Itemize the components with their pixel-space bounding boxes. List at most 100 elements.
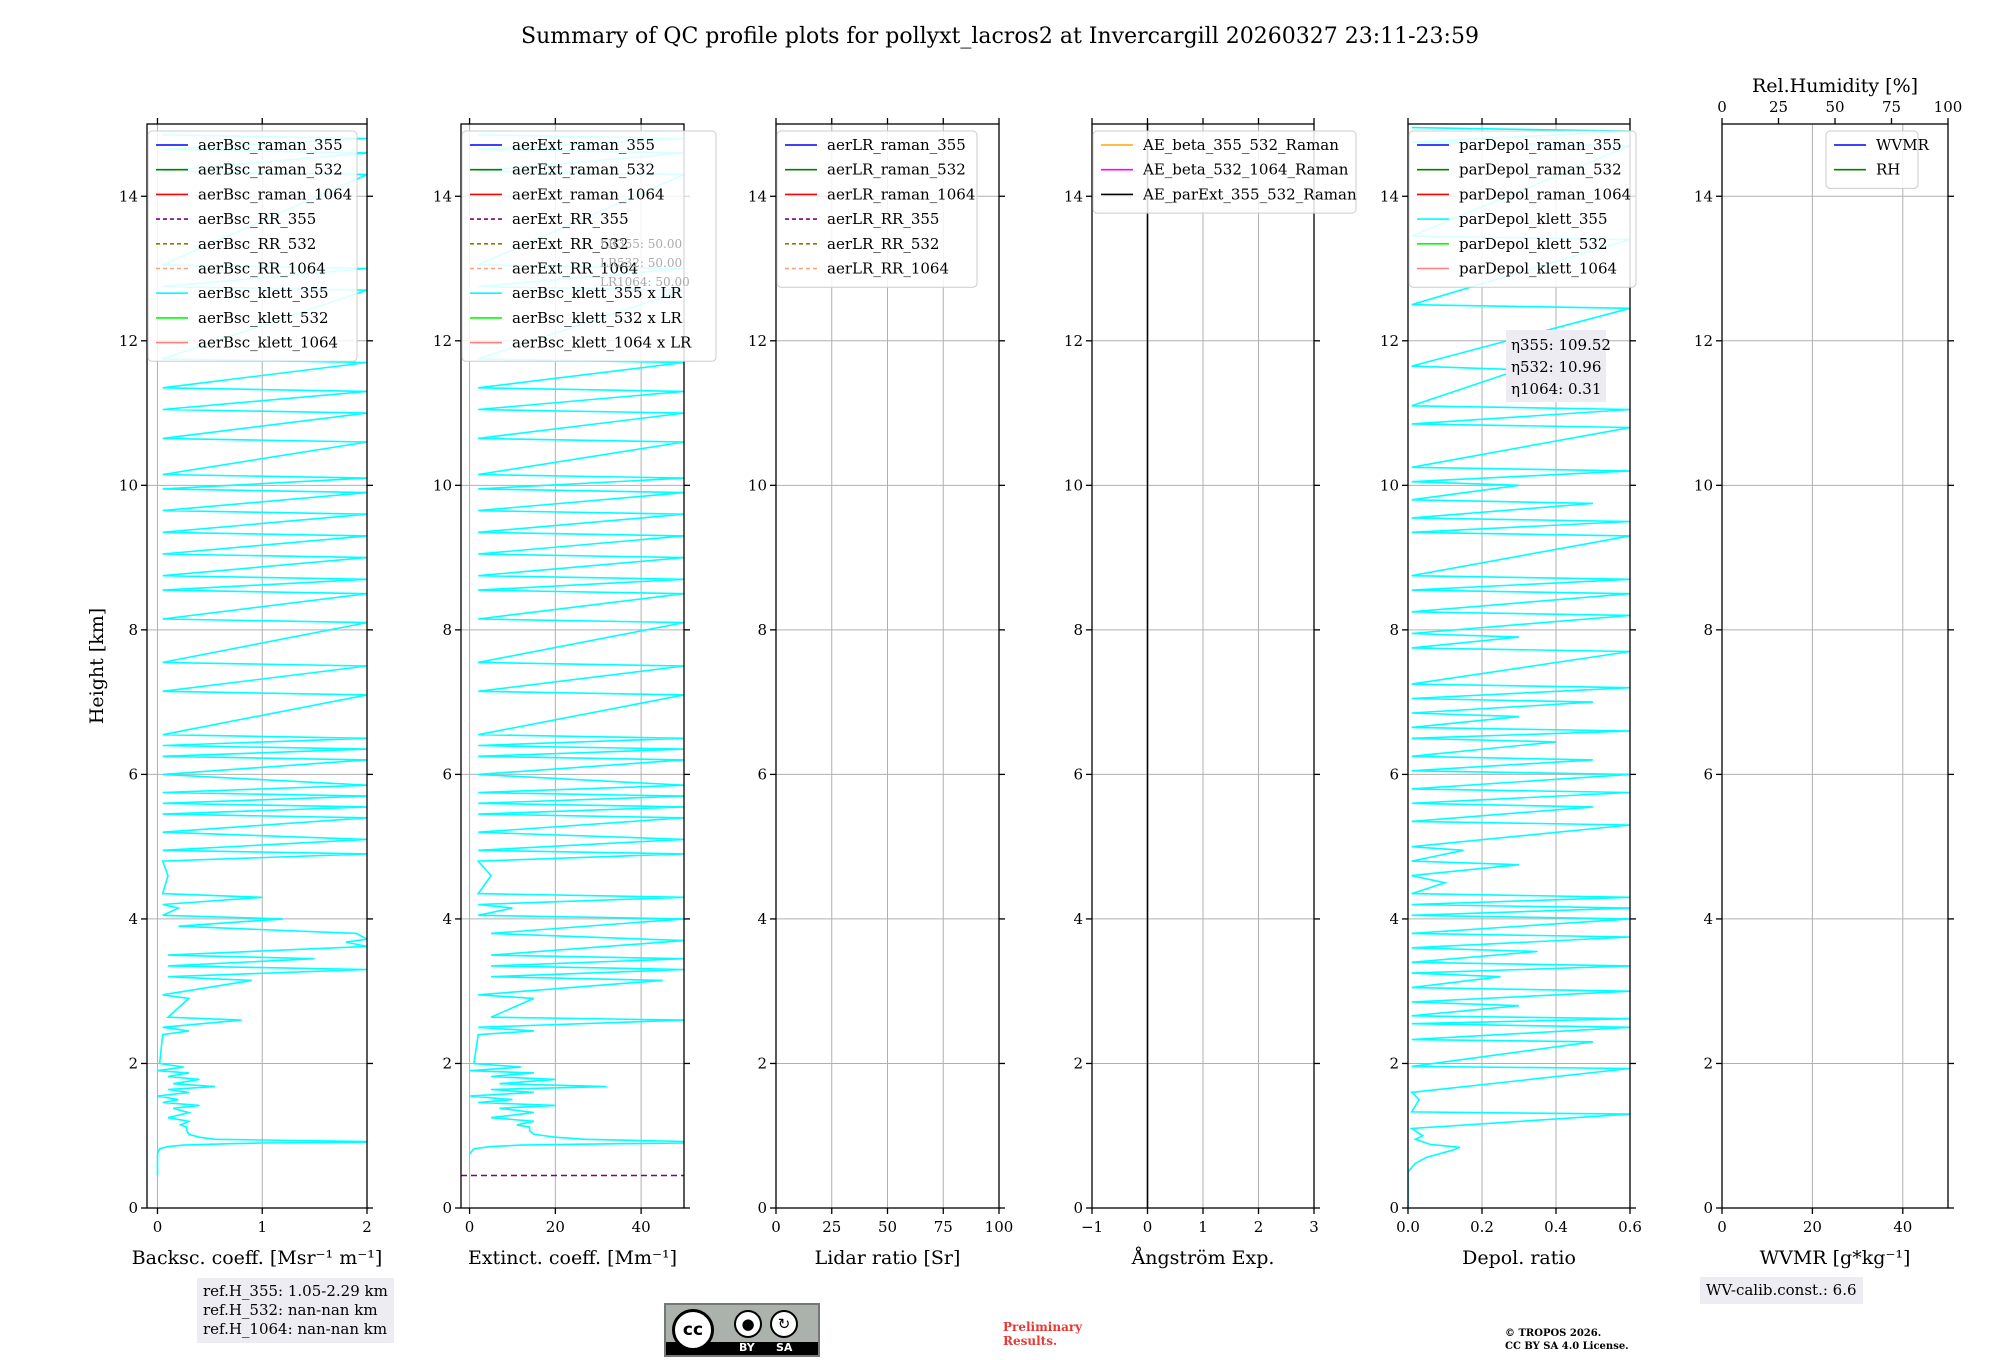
y-tick-label: 10	[1694, 476, 1713, 494]
x-tick-label: 0	[465, 1218, 475, 1236]
x-tick-label: 2	[362, 1218, 372, 1236]
x-tick-label: −1	[1081, 1218, 1103, 1236]
legend-label: aerLR_RR_532	[827, 235, 939, 253]
eta-label: η532: 10.96	[1511, 358, 1601, 376]
x-tick-label: 1	[257, 1218, 267, 1236]
y-tick-label: 2	[757, 1054, 767, 1072]
figure-title: Summary of QC profile plots for pollyxt_…	[521, 24, 1479, 49]
y-tick-label: 14	[1380, 187, 1399, 205]
legend-label: aerBsc_RR_1064	[198, 260, 326, 278]
axes-frame	[1721, 123, 1949, 1209]
legend-label: aerExt_RR_532	[512, 235, 629, 253]
y-tick-label: 0	[1073, 1199, 1083, 1217]
y-tick-label: 14	[748, 187, 767, 205]
ref-height-532: ref.H_532: nan-nan km	[203, 1301, 378, 1319]
legend-label: AE_parExt_355_532_Raman	[1142, 185, 1357, 203]
y-tick-label: 6	[1389, 765, 1399, 783]
y-tick-label: 10	[1064, 476, 1083, 494]
y-tick-label: 4	[1073, 910, 1083, 928]
y-tick-label: 10	[1380, 476, 1399, 494]
x-axis-label: Depol. ratio	[1462, 1247, 1576, 1269]
y-tick-label: 4	[1703, 910, 1713, 928]
x-axis-label: WVMR [g*kg⁻¹]	[1760, 1247, 1911, 1269]
legend-label: aerExt_raman_532	[512, 161, 655, 179]
ref-height-355: ref.H_355: 1.05-2.29 km	[203, 1282, 388, 1300]
axes-frame	[460, 123, 685, 1209]
x-tick-label: 3	[1309, 1218, 1319, 1236]
legend-box	[461, 130, 717, 362]
y-tick-label: 12	[1380, 332, 1399, 350]
legend-label: aerBsc_RR_355	[198, 210, 316, 228]
legend-label: aerLR_raman_1064	[827, 185, 975, 203]
y-tick-label: 0	[757, 1199, 767, 1217]
legend-label: RH	[1876, 161, 1900, 179]
panel-lr: 0 25 50 75 100 0 2 4 6 8 10 12 14 Lidar ratio [Sr] aer…	[748, 118, 1013, 1269]
x-tick-label: 0.0	[1396, 1218, 1420, 1236]
legend: aerExt_raman_355 aerExt_raman_532 aerExt_r…	[461, 130, 717, 362]
legend: AE_beta_355_532_Raman AE_beta_532_1064_Ra…	[1092, 130, 1357, 214]
legend-label: parDepol_raman_1064	[1459, 185, 1631, 203]
y-tick-label: 8	[128, 621, 138, 639]
legend-label: aerBsc_klett_1064 x LR	[512, 334, 692, 352]
y-tick-label: 4	[757, 910, 767, 928]
legend-box	[1092, 130, 1357, 214]
y-tick-label: 12	[433, 332, 452, 350]
y-tick-label: 0	[442, 1199, 452, 1217]
y-tick-label: 4	[1389, 910, 1399, 928]
ref-heights-box: ref.H_355: 1.05-2.29 km ref.H_532: nan-n…	[197, 1278, 394, 1343]
y-tick-label: 12	[1064, 332, 1083, 350]
preliminary-note: Preliminary Results.	[1003, 1320, 1082, 1348]
axes-frame	[146, 123, 368, 1209]
y-axis-label: Height [km]	[86, 608, 108, 724]
x-tick-label: 25	[822, 1218, 841, 1236]
legend-label: aerLR_raman_355	[827, 136, 966, 154]
y-tick-label: 2	[128, 1054, 138, 1072]
legend-label: AE_beta_532_1064_Raman	[1142, 161, 1349, 179]
y-tick-label: 8	[757, 621, 767, 639]
cc-by-label: BY	[739, 1341, 755, 1354]
legend: WVMR RH	[1825, 130, 1930, 189]
y-tick-label: 6	[1703, 765, 1713, 783]
preliminary-line-1: Preliminary	[1003, 1320, 1083, 1334]
y-tick-label: 14	[1064, 187, 1083, 205]
eta-label: η355: 109.52	[1511, 336, 1611, 354]
y-tick-label: 2	[1389, 1054, 1399, 1072]
x-tick-label: 1	[1198, 1218, 1208, 1236]
legend: aerLR_raman_355 aerLR_raman_532 aerLR_rama…	[776, 130, 978, 288]
y-tick-label: 4	[442, 910, 452, 928]
legend-label: aerLR_raman_532	[827, 161, 966, 179]
y-tick-label: 14	[1694, 187, 1713, 205]
legend-label: parDepol_klett_532	[1459, 235, 1608, 253]
legend-box	[1408, 130, 1637, 288]
x-tick-label: 0.2	[1470, 1218, 1494, 1236]
panel-ext: 0 20 40 0 2 4 6 8 10 12 14 Extinct. coeff. [Mm⁻¹] ae…	[433, 118, 717, 1269]
cc-logo-icon: cc	[672, 1309, 714, 1351]
legend-box	[147, 130, 358, 362]
legend-label: aerExt_raman_355	[512, 136, 655, 154]
y-tick-label: 8	[1703, 621, 1713, 639]
legend-label: aerBsc_klett_532 x LR	[512, 309, 683, 327]
x-tick-label: 20	[546, 1218, 565, 1236]
legend-label: aerBsc_raman_1064	[198, 185, 352, 203]
copyright-line-1: © TROPOS 2026.	[1505, 1328, 1602, 1339]
x-tick-label: 100	[985, 1218, 1014, 1236]
x-tick-label: 2	[1254, 1218, 1264, 1236]
x-tick-label: 75	[934, 1218, 953, 1236]
top-x-tick-label: 100	[1934, 98, 1963, 116]
legend-label: aerExt_RR_1064	[512, 260, 638, 278]
x-axis-label: Lidar ratio [Sr]	[815, 1247, 961, 1269]
legend-label: aerBsc_klett_355	[198, 284, 329, 302]
y-tick-label: 10	[119, 476, 138, 494]
legend-label: parDepol_klett_355	[1459, 210, 1608, 228]
cc-sa-label: SA	[776, 1341, 793, 1354]
wv-calibration-box: WV-calib.const.: 6.6	[1700, 1277, 1863, 1304]
legend-label: aerBsc_klett_355 x LR	[512, 284, 683, 302]
legend-box	[776, 130, 978, 288]
top-x-tick-label: 0	[1717, 98, 1727, 116]
y-tick-label: 6	[442, 765, 452, 783]
cc-license-badge[interactable]: cc ● ↻ BY SA	[664, 1303, 820, 1357]
y-tick-label: 12	[748, 332, 767, 350]
y-tick-label: 2	[1073, 1054, 1083, 1072]
